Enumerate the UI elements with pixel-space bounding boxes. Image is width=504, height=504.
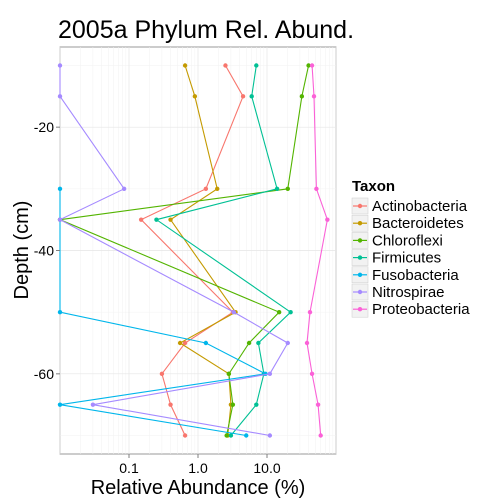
data-point bbox=[203, 186, 209, 192]
legend-title: Taxon bbox=[352, 178, 395, 195]
legend-item: Bacteroidetes bbox=[351, 214, 464, 232]
data-point bbox=[228, 433, 234, 438]
grid bbox=[59, 47, 337, 454]
data-point bbox=[315, 402, 321, 407]
x-tick-label: 0.1 bbox=[119, 460, 139, 476]
legend-key-point bbox=[357, 221, 363, 226]
data-point bbox=[138, 217, 144, 222]
legend-key-point bbox=[357, 255, 363, 260]
data-point bbox=[215, 186, 220, 192]
legend-label: Nitrospirae bbox=[372, 284, 445, 301]
series-line bbox=[59, 188, 268, 437]
series-firmicutes bbox=[154, 63, 293, 438]
data-point bbox=[246, 340, 252, 346]
data-point bbox=[168, 402, 173, 407]
legend-key-point bbox=[357, 289, 363, 295]
data-point bbox=[182, 340, 188, 346]
data-point bbox=[57, 94, 63, 99]
legend-key-point bbox=[357, 238, 363, 243]
data-point bbox=[240, 94, 246, 99]
data-point bbox=[309, 371, 315, 377]
x-tick-label: 10.0 bbox=[253, 460, 280, 476]
x-tick-label: 1.0 bbox=[188, 460, 208, 476]
data-point bbox=[254, 402, 259, 407]
data-point bbox=[325, 217, 330, 222]
series-layer bbox=[57, 63, 330, 438]
data-point bbox=[57, 309, 63, 315]
data-point bbox=[314, 186, 319, 192]
data-point bbox=[304, 340, 310, 346]
legend-label: Actinobacteria bbox=[372, 198, 468, 215]
data-point bbox=[230, 402, 236, 407]
data-point bbox=[57, 217, 63, 222]
data-point bbox=[307, 309, 313, 315]
data-point bbox=[299, 94, 305, 99]
data-point bbox=[288, 309, 293, 315]
y-tick-label: -20 bbox=[34, 119, 54, 135]
legend-item: Actinobacteria bbox=[351, 197, 468, 215]
y-axis: -20 -40 -60 bbox=[34, 119, 60, 382]
data-point bbox=[223, 63, 228, 68]
legend-label: Bacteroidetes bbox=[372, 215, 464, 232]
legend-item: Proteobacteria bbox=[351, 300, 470, 318]
data-point bbox=[224, 433, 229, 438]
data-point bbox=[249, 94, 254, 99]
legend: Taxon ActinobacteriaBacteroidetesChlorof… bbox=[351, 178, 470, 318]
data-point bbox=[121, 186, 127, 192]
legend-label: Fusobacteria bbox=[372, 267, 459, 284]
y-axis-title: Depth (cm) bbox=[11, 201, 33, 300]
x-axis-title: Relative Abundance (%) bbox=[91, 477, 306, 499]
data-point bbox=[306, 63, 311, 68]
legend-key-point bbox=[357, 203, 363, 209]
data-point bbox=[90, 402, 96, 407]
legend-key-point bbox=[357, 272, 363, 277]
data-point bbox=[309, 63, 315, 68]
data-point bbox=[177, 340, 183, 346]
data-point bbox=[318, 433, 323, 438]
y-tick-label: -40 bbox=[34, 243, 54, 259]
legend-label: Firmicutes bbox=[372, 250, 441, 267]
data-point bbox=[285, 186, 290, 192]
data-point bbox=[244, 433, 249, 438]
data-point bbox=[256, 340, 261, 346]
data-point bbox=[267, 433, 273, 438]
legend-label: Proteobacteria bbox=[372, 301, 470, 318]
data-point bbox=[57, 186, 63, 192]
chart-title: 2005a Phylum Rel. Abund. bbox=[58, 16, 354, 44]
legend-key-point bbox=[357, 307, 363, 312]
data-point bbox=[254, 63, 259, 68]
data-point bbox=[267, 371, 273, 377]
data-point bbox=[274, 186, 280, 192]
series-proteobacteria bbox=[304, 63, 330, 438]
data-point bbox=[231, 309, 236, 315]
x-axis: 0.1 1.0 10.0 bbox=[119, 454, 281, 476]
data-point bbox=[276, 309, 282, 315]
data-point bbox=[57, 402, 63, 407]
legend-item: Firmicutes bbox=[351, 249, 441, 267]
legend-item: Chloroflexi bbox=[351, 232, 443, 249]
legend-item: Fusobacteria bbox=[351, 266, 459, 284]
data-point bbox=[168, 217, 173, 222]
legend-label: Chloroflexi bbox=[372, 232, 443, 249]
data-point bbox=[182, 63, 188, 68]
data-point bbox=[285, 340, 290, 346]
legend-item: Nitrospirae bbox=[351, 283, 445, 301]
data-point bbox=[192, 94, 198, 99]
y-tick-label: -60 bbox=[34, 366, 54, 382]
data-point bbox=[203, 340, 209, 346]
series-nitrospirae bbox=[57, 63, 290, 438]
data-point bbox=[57, 63, 63, 68]
data-point bbox=[182, 433, 188, 438]
data-point bbox=[226, 371, 232, 377]
data-point bbox=[154, 217, 159, 222]
data-point bbox=[159, 371, 165, 377]
data-point bbox=[311, 94, 317, 99]
